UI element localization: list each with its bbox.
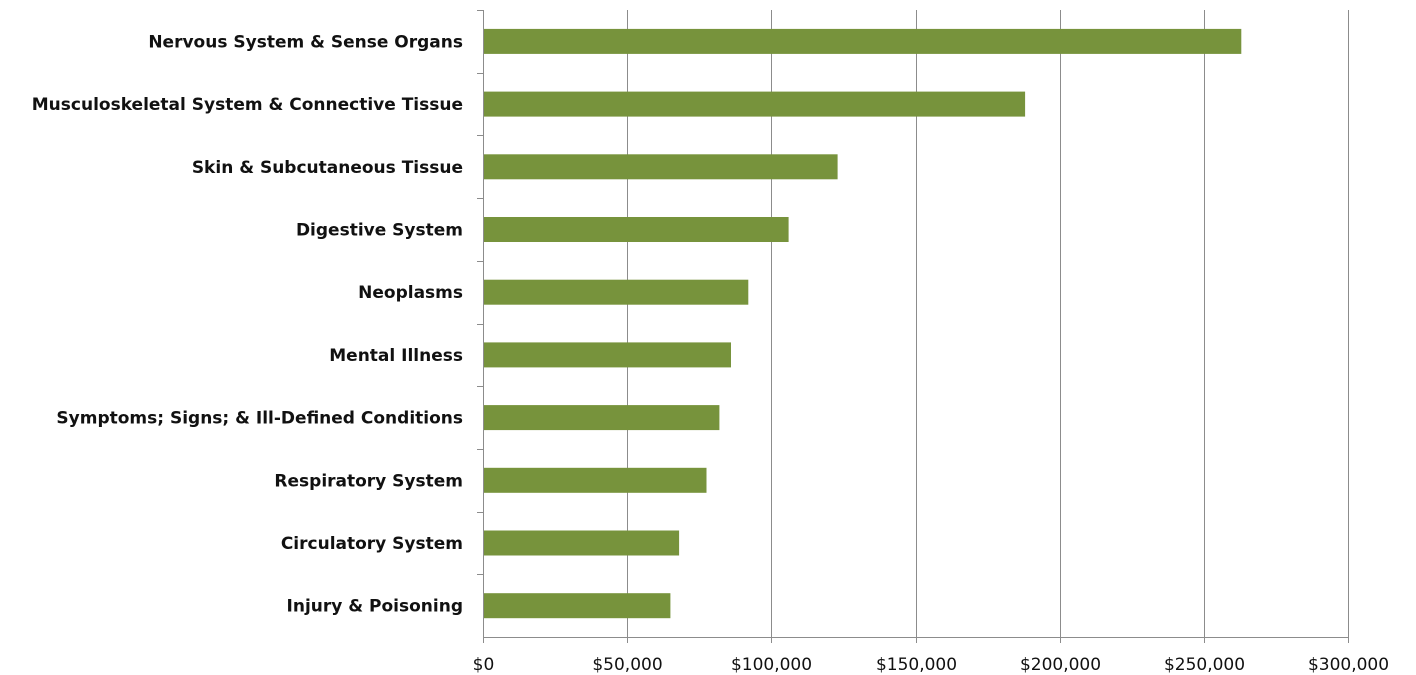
axes bbox=[477, 10, 1349, 643]
category-label: Digestive System bbox=[296, 221, 463, 241]
bar bbox=[484, 530, 680, 556]
x-tick-label: $50,000 bbox=[592, 655, 662, 675]
category-label: Symptoms; Signs; & Ill-Defined Condition… bbox=[56, 409, 463, 429]
category-label: Respiratory System bbox=[274, 471, 463, 491]
x-tick-label: $200,000 bbox=[1020, 655, 1101, 675]
bar bbox=[484, 154, 838, 180]
bar bbox=[484, 91, 1026, 117]
category-label: Musculoskeletal System & Connective Tiss… bbox=[32, 95, 463, 115]
bar bbox=[484, 279, 749, 305]
x-tick-label: $100,000 bbox=[731, 655, 812, 675]
x-tick-label: $150,000 bbox=[876, 655, 957, 675]
x-tick-labels: $0 $50,000 $100,000 $150,000 $200,000 $250,00… bbox=[473, 655, 1389, 675]
category-label: Skin & Subcutaneous Tissue bbox=[192, 158, 463, 178]
bar bbox=[484, 593, 671, 619]
category-label: Mental Illness bbox=[329, 346, 463, 366]
bar bbox=[484, 405, 720, 431]
bar bbox=[484, 28, 1242, 54]
bar bbox=[484, 342, 731, 368]
bar bbox=[484, 217, 789, 242]
bar bbox=[484, 467, 707, 493]
category-label: Nervous System & Sense Organs bbox=[148, 32, 463, 52]
x-tick-label: $250,000 bbox=[1164, 655, 1245, 675]
category-label: Neoplasms bbox=[358, 283, 463, 303]
category-label: Injury & Poisoning bbox=[287, 597, 463, 617]
x-tick-label: $300,000 bbox=[1308, 655, 1389, 675]
category-labels: Nervous System & Sense Organs Musculoskel… bbox=[32, 32, 463, 616]
x-tick-label: $0 bbox=[473, 655, 495, 675]
bars bbox=[484, 28, 1242, 619]
category-label: Circulatory System bbox=[281, 534, 463, 554]
